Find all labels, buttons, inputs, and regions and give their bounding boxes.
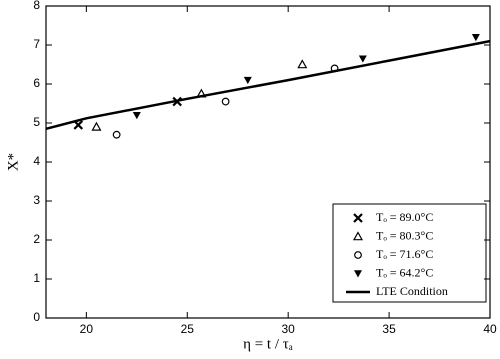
legend-label: Tₒ = 71.6°C [376, 247, 433, 261]
x-tick-label: 30 [282, 322, 296, 336]
y-tick-label: 7 [33, 37, 40, 51]
legend-marker [354, 251, 362, 259]
legend-label: LTE Condition [376, 284, 448, 298]
data-point [471, 34, 480, 42]
x-tick-label: 20 [80, 322, 94, 336]
data-point [132, 112, 141, 120]
x-tick-label: 35 [382, 322, 396, 336]
y-tick-label: 4 [33, 154, 40, 168]
x-tick-label: 40 [483, 322, 497, 336]
data-point [221, 97, 230, 106]
y-tick-label: 3 [33, 193, 40, 207]
y-axis-label: X* [5, 153, 21, 171]
data-point [358, 55, 367, 63]
legend-marker [353, 213, 363, 223]
data-point [297, 59, 308, 69]
legend-label: Tₒ = 64.2°C [376, 265, 433, 279]
y-tick-label: 0 [33, 310, 40, 324]
data-point [112, 130, 121, 139]
legend-marker [354, 270, 362, 278]
x-tick-label: 25 [181, 322, 195, 336]
data-point [91, 121, 102, 131]
y-tick-label: 8 [33, 0, 40, 12]
legend-label: Tₒ = 89.0°C [376, 210, 433, 224]
y-tick-label: 2 [33, 232, 40, 246]
y-tick-label: 5 [33, 115, 40, 129]
legend-marker [352, 231, 364, 241]
legend-box [332, 203, 487, 303]
data-point [243, 76, 252, 85]
y-tick-label: 1 [33, 271, 40, 285]
x-axis-label: η = t / τₐ [243, 336, 293, 352]
fit-line [45, 39, 491, 131]
y-tick-label: 6 [33, 76, 40, 90]
legend-label: Tₒ = 80.3°C [376, 228, 433, 242]
